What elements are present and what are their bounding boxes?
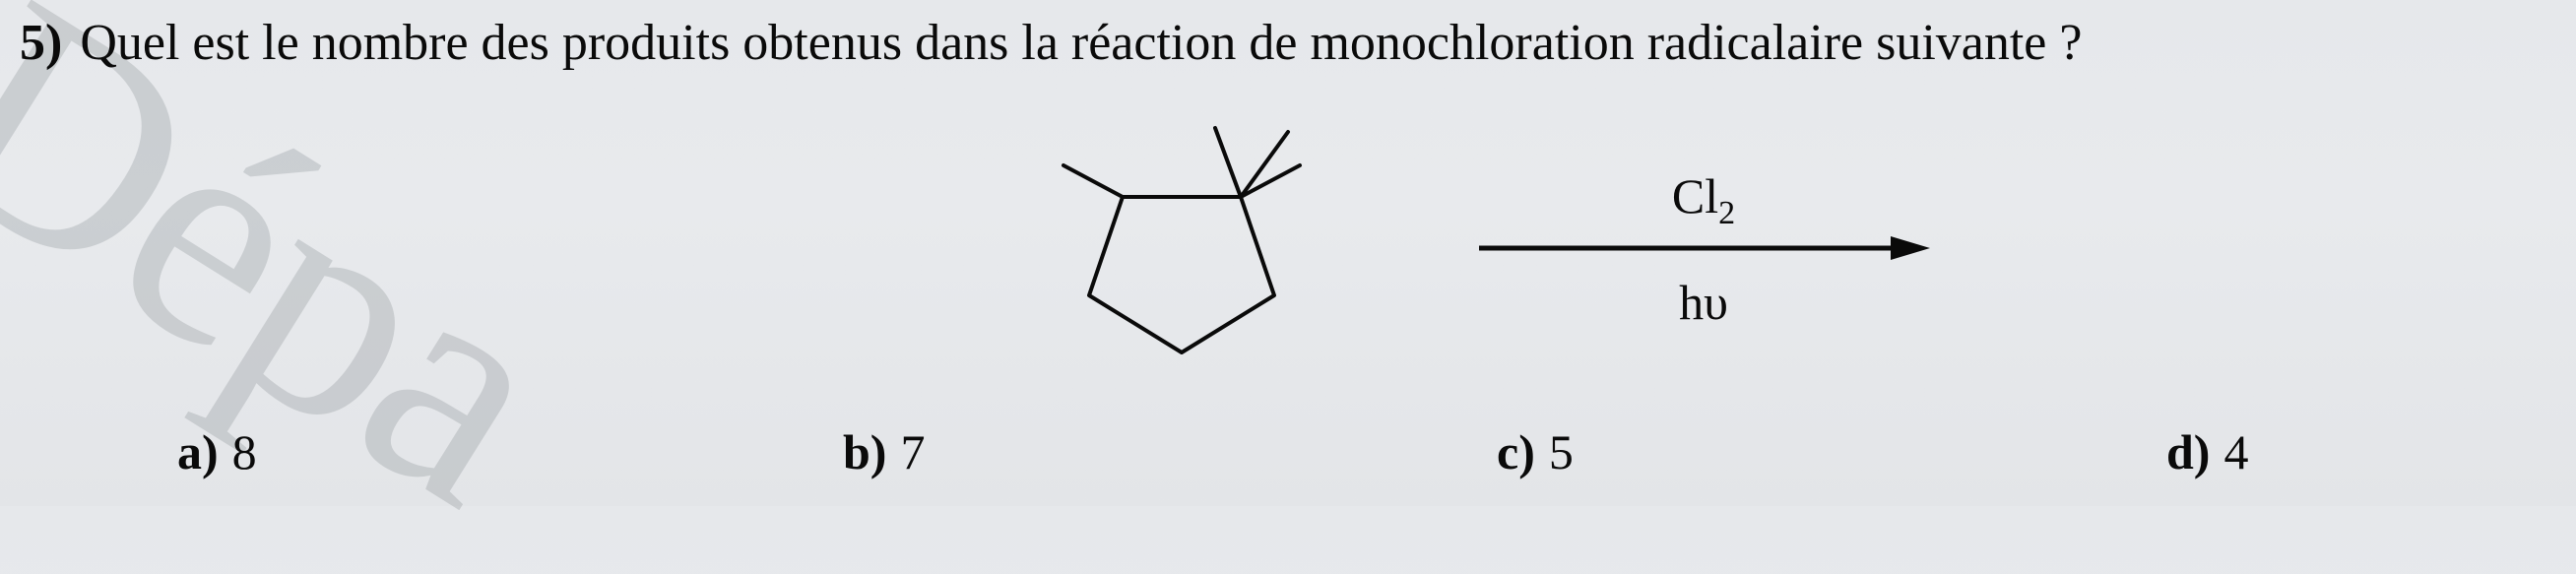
option-d-label: d) bbox=[2166, 424, 2210, 479]
reaction-scheme: Cl2 hυ bbox=[1004, 108, 1930, 364]
question-line: 5) Quel est le nombre des produits obtenu… bbox=[20, 14, 2556, 72]
reagent-top: Cl2 bbox=[1477, 167, 1930, 232]
reagent-bottom: hυ bbox=[1477, 274, 1930, 331]
option-d: d)4 bbox=[2166, 423, 2248, 480]
reagent-top-base: Cl bbox=[1672, 168, 1718, 223]
option-c: c) 5 bbox=[1497, 423, 1574, 480]
option-c-value: 5 bbox=[1549, 424, 1574, 479]
option-a-value: 8 bbox=[232, 424, 257, 479]
answer-options: a)8 b) 7 c) 5 d)4 bbox=[0, 423, 2576, 492]
option-b-label: b) bbox=[843, 424, 886, 479]
option-a: a)8 bbox=[177, 423, 257, 480]
option-a-label: a) bbox=[177, 424, 219, 479]
option-d-value: 4 bbox=[2223, 424, 2248, 479]
question-number: 5) bbox=[20, 15, 62, 71]
molecule-structure bbox=[1004, 108, 1359, 364]
option-b: b) 7 bbox=[843, 423, 925, 480]
reaction-arrow-block: Cl2 hυ bbox=[1477, 138, 1930, 335]
option-c-label: c) bbox=[1497, 424, 1535, 479]
question-text: Quel est le nombre des produits obtenus … bbox=[80, 15, 2082, 71]
reaction-arrow bbox=[1477, 234, 1930, 262]
option-b-value: 7 bbox=[900, 424, 925, 479]
reagent-top-sub: 2 bbox=[1718, 195, 1735, 231]
